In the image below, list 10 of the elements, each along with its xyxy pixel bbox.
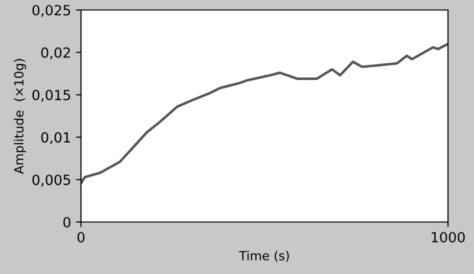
y-tick-label: 0,005 [32, 174, 70, 186]
x-tick-label: 1000 [432, 232, 465, 242]
y-tick-label: 0,02 [41, 47, 70, 60]
y-tick-label: 0,025 [32, 4, 70, 17]
line-series [81, 42, 448, 184]
y-tick-label: 0 [63, 216, 70, 228]
y-tick-label: 0,015 [32, 90, 70, 102]
y-axis-title: Amplitude (×10g) [14, 59, 26, 174]
y-tick-label: 0,01 [41, 132, 70, 144]
x-axis-title: Time (s) [239, 250, 289, 262]
